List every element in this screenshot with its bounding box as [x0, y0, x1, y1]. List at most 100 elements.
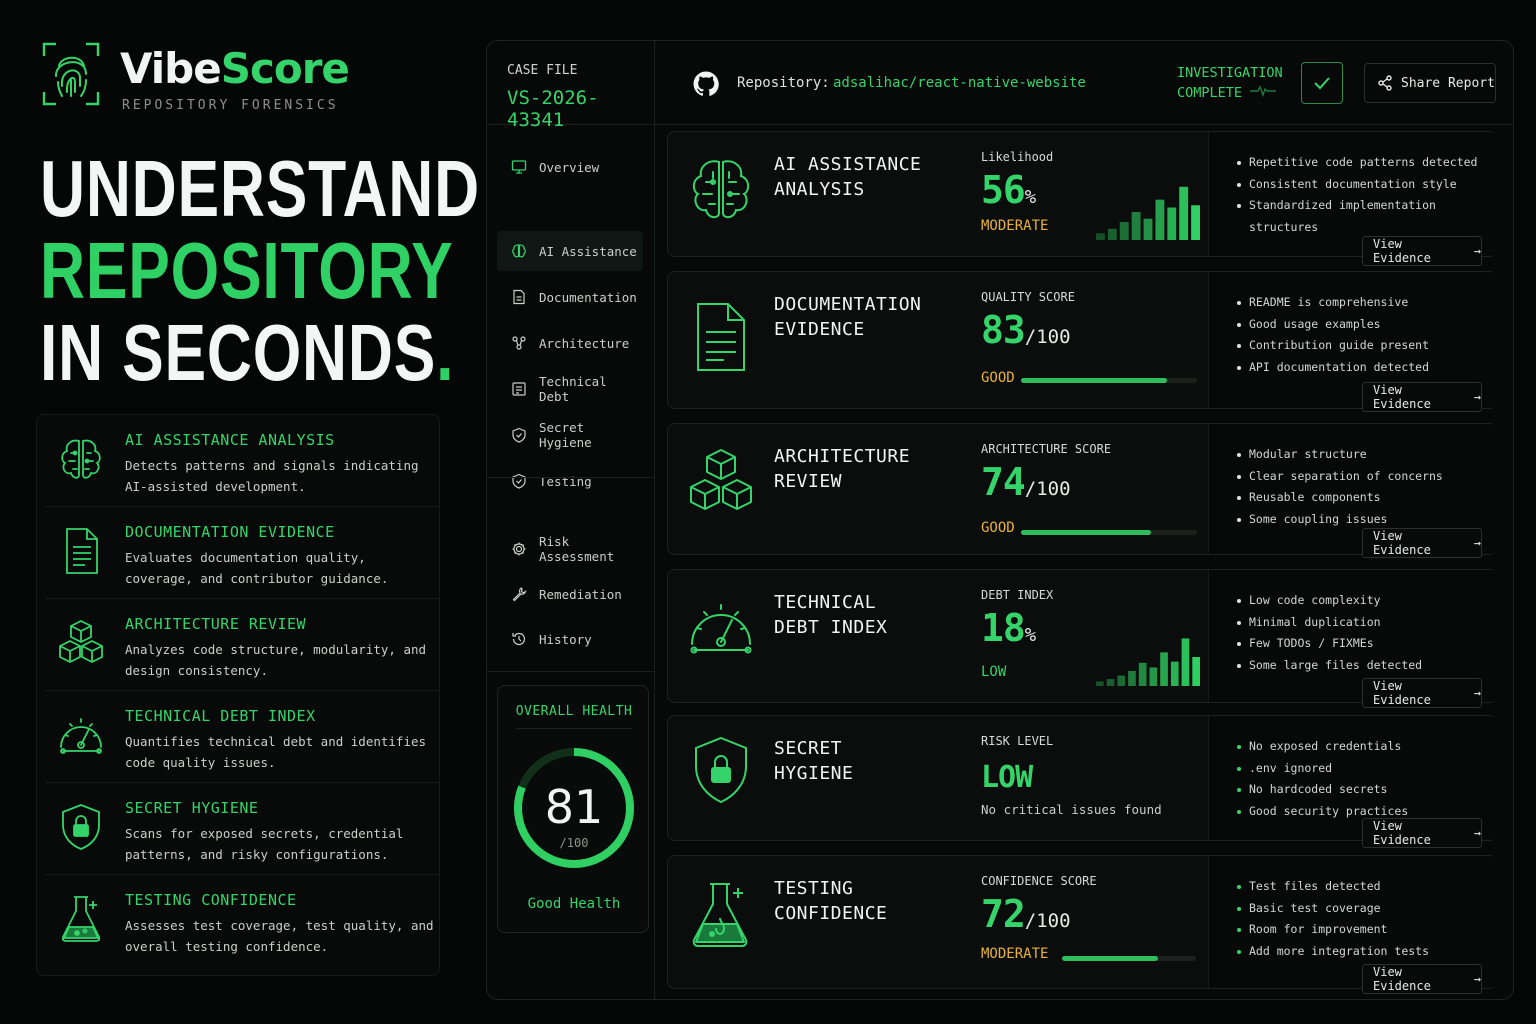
view-evidence-button[interactable]: View Evidence → — [1362, 236, 1482, 266]
shield-lock-icon — [62, 804, 100, 850]
brain-icon — [61, 439, 101, 479]
feature-description: Analyzes code structure, modularity, and… — [125, 642, 427, 678]
github-icon — [693, 71, 719, 96]
brand-tagline: REPOSITORY FORENSICS — [122, 98, 339, 113]
finding-item: Some large files detected — [1237, 655, 1487, 677]
spark-bar — [1167, 207, 1177, 240]
health-label: Good Health — [527, 896, 621, 912]
feature-item: TESTING CONFIDENCE Assesses test coverag… — [45, 875, 439, 967]
nav-item-ai-assistance[interactable]: AI Assistance — [497, 231, 643, 271]
repository-link[interactable]: adsalihac/react-native-website — [833, 75, 1086, 91]
spark-bar — [1160, 652, 1168, 686]
finding-item: Add more integration tests — [1237, 941, 1487, 963]
brand-name: VibeScore — [120, 44, 350, 93]
view-evidence-button[interactable]: View Evidence → — [1362, 818, 1482, 848]
sidebar-nav: Overview AI Assistance Documentation Arc… — [487, 125, 655, 999]
feature-description: Scans for exposed secrets, credential pa… — [125, 826, 404, 862]
feature-item: DOCUMENTATION EVIDENCE Evaluates documen… — [45, 507, 439, 599]
feature-title: DOCUMENTATION EVIDENCE — [125, 523, 335, 541]
repository-label: Repository: — [737, 75, 830, 91]
card-title: SECRET HYGIENE — [774, 738, 854, 784]
spark-bar — [1117, 675, 1126, 686]
hero-line-3: IN SECONDS. — [40, 308, 455, 397]
nodes-icon — [512, 336, 526, 350]
case-file: CASE FILE VS-2026-43341 — [487, 41, 655, 131]
feature-title: SECRET HYGIENE — [125, 799, 259, 817]
card-title: DOCUMENTATION EVIDENCE — [774, 294, 922, 340]
feature-item: TECHNICAL DEBT INDEX Quantifies technica… — [45, 691, 439, 783]
case-id: VS-2026-43341 — [507, 87, 599, 131]
arrow-right-icon: → — [1473, 826, 1481, 840]
overall-health-widget: OVERALL HEALTH 81 /100 Good Health — [497, 685, 649, 933]
feature-title: TESTING CONFIDENCE — [125, 891, 297, 909]
hero-line-2: REPOSITORY — [40, 226, 454, 315]
hero-headline: UNDERSTAND A REPOSITORY IN SECONDS. — [40, 144, 542, 397]
investigation-status: INVESTIGATION COMPLETE — [1177, 65, 1283, 101]
finding-item: Basic test coverage — [1237, 898, 1487, 920]
risk-level-value: LOW — [981, 760, 1033, 795]
card-title: AI ASSISTANCE ANALYSIS — [774, 154, 922, 200]
spark-bar — [1155, 199, 1165, 240]
finding-item: Some coupling issues — [1237, 509, 1487, 531]
card-architecture: ARCHITECTURE REVIEW ARCHITECTURE SCORE 74… — [667, 423, 1498, 558]
nav-item-secret-hygiene[interactable]: Secret Hygiene — [497, 415, 643, 455]
finding-item: No hardcoded secrets — [1237, 779, 1487, 801]
metric-label: CONFIDENCE SCORE — [981, 874, 1097, 888]
health-gauge — [514, 748, 634, 868]
case-file-label: CASE FILE — [507, 63, 578, 78]
metric-status: GOOD — [981, 520, 1015, 536]
brand: VibeScore REPOSITORY FORENSICS — [42, 42, 442, 113]
view-evidence-button[interactable]: View Evidence → — [1362, 964, 1482, 994]
debt-sparkline — [1096, 638, 1200, 686]
card-title: ARCHITECTURE REVIEW — [774, 446, 911, 492]
finding-item: Good usage examples — [1237, 314, 1487, 336]
view-evidence-button[interactable]: View Evidence → — [1362, 528, 1482, 558]
history-icon — [512, 632, 526, 646]
spark-bar — [1106, 679, 1115, 686]
arrow-right-icon: → — [1473, 390, 1481, 404]
progress-fill — [1021, 530, 1152, 535]
metric-label: DEBT INDEX — [981, 588, 1054, 602]
metric-value: 83/100 — [981, 308, 1071, 352]
spark-bar — [1119, 222, 1129, 240]
progress-fill — [1021, 378, 1168, 383]
pulse-icon — [1250, 85, 1277, 98]
finding-item: Contribution guide present — [1237, 335, 1487, 357]
report-header: CASE FILE VS-2026-43341 Repository: adsa… — [487, 41, 1513, 131]
finding-item: Consistent documentation style — [1237, 174, 1487, 196]
finding-item: Minimal duplication — [1237, 612, 1487, 634]
health-title: OVERALL HEALTH — [515, 704, 633, 719]
share-report-button[interactable]: Share Report — [1364, 63, 1496, 103]
nav-item-risk-assessment[interactable]: Risk Assessment — [497, 529, 643, 569]
nav-item-architecture[interactable]: Architecture — [497, 323, 643, 363]
brain-icon — [692, 160, 750, 219]
nav-item-testing[interactable]: Testing — [497, 461, 643, 501]
view-evidence-button[interactable]: View Evidence → — [1362, 382, 1482, 412]
finding-item: Reusable components — [1237, 487, 1487, 509]
feature-list: AI ASSISTANCE ANALYSIS Detects patterns … — [36, 414, 440, 976]
spark-bar — [1170, 661, 1179, 686]
nav-item-history[interactable]: History — [497, 619, 643, 659]
nav-item-technical-debt[interactable]: Technical Debt — [497, 369, 643, 409]
spark-bar — [1192, 657, 1200, 686]
feature-title: TECHNICAL DEBT INDEX — [125, 707, 316, 725]
nav-item-remediation[interactable]: Remediation — [497, 574, 643, 614]
spark-bar — [1096, 681, 1104, 686]
finding-item: .env ignored — [1237, 758, 1487, 780]
feature-item: AI ASSISTANCE ANALYSIS Detects patterns … — [45, 415, 439, 507]
hero-line-1: UNDERSTAND A — [40, 144, 542, 233]
spark-bar — [1149, 667, 1158, 686]
monitor-icon — [511, 160, 527, 174]
spark-bar — [1128, 670, 1136, 686]
spark-bar — [1096, 233, 1105, 240]
complete-check-button[interactable] — [1301, 62, 1343, 104]
card-title: TECHNICAL DEBT INDEX — [774, 592, 888, 638]
wrench-icon — [512, 587, 527, 602]
view-evidence-button[interactable]: View Evidence → — [1362, 678, 1482, 708]
finding-item: Good security practices — [1237, 801, 1487, 823]
feature-description: Detects patterns and signals indicating … — [125, 458, 419, 494]
nav-item-documentation[interactable]: Documentation — [497, 277, 643, 317]
spark-bar — [1143, 218, 1153, 240]
nav-item-overview[interactable]: Overview — [497, 147, 643, 187]
likelihood-sparkline — [1096, 186, 1200, 240]
